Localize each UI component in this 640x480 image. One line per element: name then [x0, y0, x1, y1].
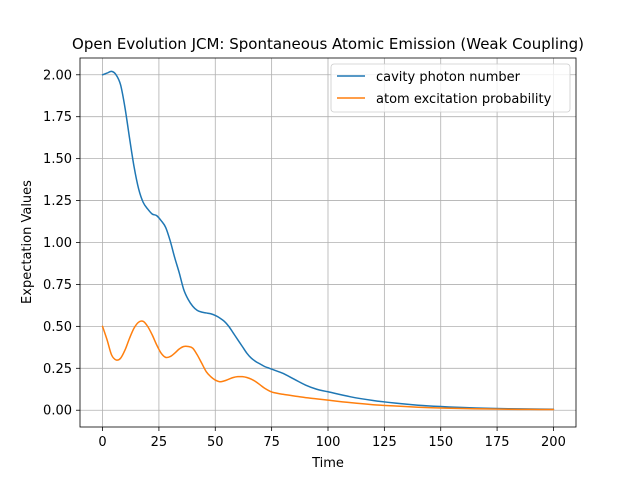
y-tick-label: 0.50 [43, 320, 72, 335]
legend-label-photon: cavity photon number [376, 70, 521, 85]
y-tick-label: 1.25 [43, 194, 72, 209]
series-line-atom-excitation-probability [101, 320, 555, 411]
plot-series [101, 70, 555, 411]
y-tick-label: 2.00 [43, 68, 72, 83]
y-tick-label: 1.75 [43, 110, 72, 125]
y-tick-label: 0.25 [43, 362, 72, 377]
legend-box [330, 63, 571, 113]
x-axis-label: Time [311, 456, 344, 471]
x-tick-label: 200 [541, 435, 566, 450]
y-tick-label: 1.00 [43, 236, 72, 251]
y-tick-label: 0.75 [43, 278, 72, 293]
y-axis-label: Expectation Values [20, 180, 35, 304]
y-tick-label: 1.50 [43, 152, 72, 167]
x-tick-label: 75 [263, 435, 280, 450]
x-tick-label: 100 [316, 435, 341, 450]
legend: cavity photon number atom excitation pro… [330, 63, 571, 113]
x-tick-label: 150 [428, 435, 453, 450]
y-tick-label: 0.00 [43, 404, 72, 419]
grid-lines [80, 58, 576, 427]
x-tick-label: 125 [372, 435, 397, 450]
x-tick-label: 50 [207, 435, 224, 450]
x-tick-label: 0 [98, 435, 106, 450]
x-tick-label: 175 [485, 435, 510, 450]
y-axis-ticks: 0.00 0.25 0.50 0.75 1.00 1.25 1.50 1.75 2.00 [43, 68, 80, 419]
series-line-cavity-photon-number [101, 70, 555, 410]
x-axis-ticks: 0 25 50 75 100 125 150 175 200 [98, 427, 566, 450]
x-tick-label: 25 [151, 435, 168, 450]
legend-label-atom: atom excitation probability [376, 92, 552, 107]
chart-title: Open Evolution JCM: Spontaneous Atomic E… [72, 35, 584, 53]
